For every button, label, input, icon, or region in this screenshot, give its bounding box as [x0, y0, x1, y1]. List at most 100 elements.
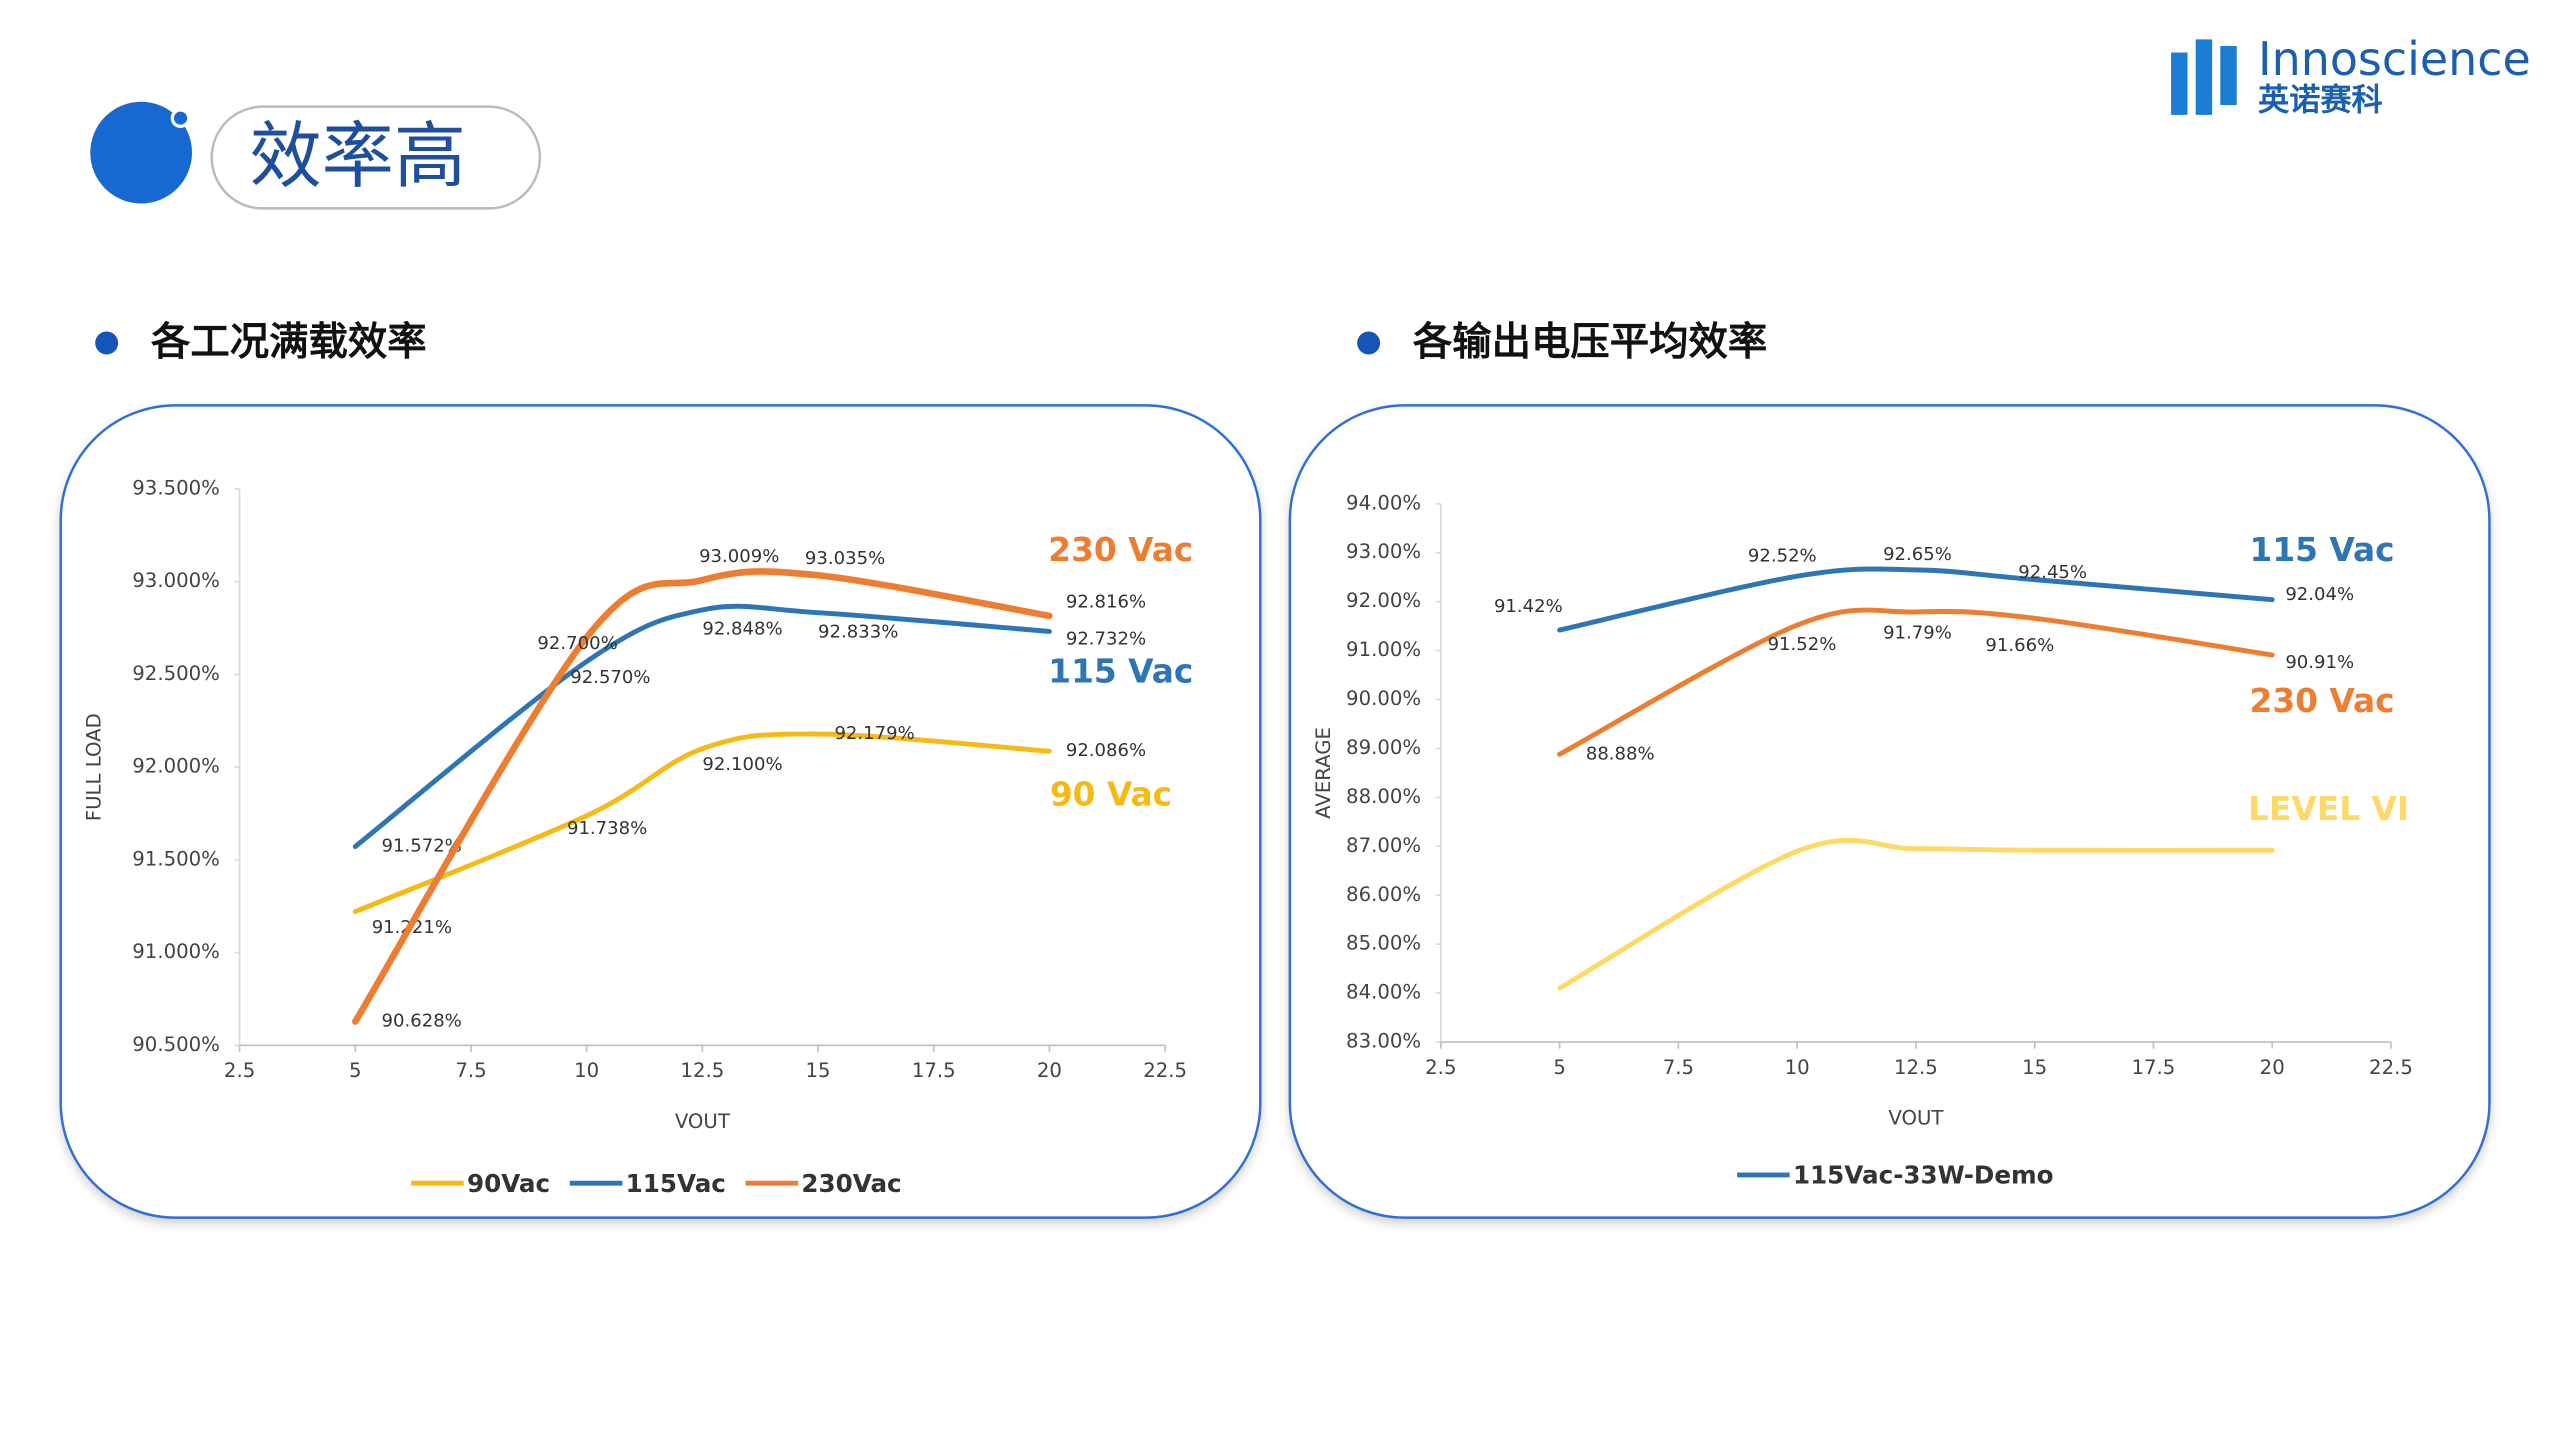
x-axis-title: VOUT — [675, 1110, 731, 1133]
legend: 115Vac-33W-Demo — [1737, 1161, 2054, 1190]
x-tick-label: 17.5 — [912, 1059, 956, 1082]
chart-panel — [1288, 404, 2491, 1219]
y-tick-label: 84.00% — [1346, 981, 1421, 1004]
data-label: 91.52% — [1768, 634, 1837, 655]
x-tick-label: 20 — [2260, 1056, 2285, 1079]
x-tick-label: 17.5 — [2132, 1056, 2176, 1079]
y-tick-label: 89.00% — [1346, 736, 1421, 759]
y-tick-label: 87.00% — [1346, 834, 1421, 857]
page-title: 效率高 — [249, 115, 466, 199]
y-tick-label: 92.500% — [132, 662, 220, 685]
data-label: 93.009% — [699, 546, 779, 567]
heading-bullet — [95, 331, 119, 355]
heading-bullet — [1357, 331, 1381, 355]
logo-subtext: 英诺赛科 — [2258, 83, 2383, 119]
data-label: 92.04% — [2285, 584, 2354, 605]
series-line — [1557, 837, 2275, 991]
series-line — [352, 603, 1052, 850]
x-tick-label: 12.5 — [680, 1059, 724, 1082]
data-label: 92.816% — [1066, 592, 1146, 613]
x-tick-label: 5 — [1553, 1056, 1566, 1079]
data-label: 90.91% — [2285, 652, 2354, 673]
legend-label: 230Vac — [801, 1169, 901, 1198]
y-tick-label: 90.00% — [1346, 687, 1421, 710]
y-tick-label: 93.500% — [132, 477, 220, 500]
legend-label: 90Vac — [467, 1169, 550, 1198]
series-line — [352, 731, 1052, 915]
x-tick-label: 22.5 — [2369, 1056, 2413, 1079]
y-tick-label: 90.500% — [132, 1033, 220, 1056]
series-line — [1557, 607, 2275, 757]
data-label: 92.833% — [818, 621, 898, 642]
data-label: 91.738% — [567, 818, 647, 839]
header-icon — [90, 101, 192, 204]
x-tick-label: 22.5 — [1143, 1059, 1187, 1082]
x-tick-label: 10 — [574, 1059, 599, 1082]
y-tick-label: 85.00% — [1346, 932, 1421, 955]
series-annotation: 230 Vac — [1048, 531, 1193, 569]
series-annotation: LEVEL VI — [2248, 790, 2409, 828]
y-tick-label: 92.00% — [1346, 589, 1421, 612]
data-label: 92.700% — [537, 633, 617, 654]
y-tick-label: 92.000% — [132, 755, 220, 778]
chart-heading: 各输出电压平均效率 — [1413, 319, 1767, 365]
series-annotation: 115 Vac — [2249, 531, 2394, 569]
data-label: 92.732% — [1066, 629, 1146, 650]
series-annotation: 90 Vac — [1050, 775, 1172, 813]
y-tick-label: 83.00% — [1346, 1030, 1421, 1053]
data-label: 93.035% — [805, 548, 885, 569]
x-tick-label: 5 — [349, 1059, 362, 1082]
y-tick-label: 91.00% — [1346, 638, 1421, 661]
y-tick-label: 91.000% — [132, 940, 220, 963]
series-line — [352, 568, 1053, 1025]
y-tick-label: 94.00% — [1346, 491, 1421, 514]
header-icon-dot — [173, 111, 188, 125]
data-label: 92.179% — [834, 723, 914, 744]
logo-text: Innoscience — [2258, 32, 2531, 86]
data-label: 92.65% — [1883, 544, 1952, 565]
title-pill — [210, 105, 542, 210]
data-label: 91.66% — [1985, 635, 2054, 656]
y-tick-label: 88.00% — [1346, 785, 1421, 808]
y-tick-label: 93.00% — [1346, 540, 1421, 563]
data-label: 90.628% — [382, 1011, 462, 1032]
chart-heading: 各工况满载效率 — [151, 319, 427, 365]
x-tick-label: 2.5 — [1425, 1056, 1456, 1079]
data-label: 91.79% — [1883, 622, 1952, 643]
series-annotation: 115 Vac — [1048, 652, 1193, 690]
x-tick-label: 15 — [806, 1059, 831, 1082]
x-tick-label: 7.5 — [455, 1059, 486, 1082]
logo: Innoscience 英诺赛科 — [2171, 32, 2531, 119]
x-tick-label: 15 — [2022, 1056, 2047, 1079]
data-label: 91.42% — [1494, 596, 1563, 617]
data-label: 88.88% — [1586, 743, 1655, 764]
logo-mark — [2171, 52, 2188, 115]
series-line — [1557, 566, 2275, 633]
y-tick-label: 93.000% — [132, 569, 220, 592]
x-tick-label: 12.5 — [1894, 1056, 1938, 1079]
y-tick-label: 91.500% — [132, 847, 220, 870]
x-tick-label: 7.5 — [1663, 1056, 1694, 1079]
y-axis-title: AVERAGE — [1312, 727, 1335, 819]
logo-mark — [2195, 39, 2213, 115]
series-annotation: 230 Vac — [2249, 682, 2394, 720]
legend: 90Vac 115Vac 230Vac — [411, 1169, 902, 1198]
x-axis-title: VOUT — [1888, 1107, 1944, 1130]
logo-mark — [2220, 45, 2237, 106]
data-label: 91.572% — [382, 836, 462, 857]
data-label: 92.086% — [1066, 740, 1146, 761]
legend-label: 115Vac-33W-Demo — [1793, 1161, 2054, 1190]
y-axis-title: FULL LOAD — [83, 713, 106, 821]
data-label: 92.45% — [2018, 562, 2087, 583]
y-tick-label: 86.00% — [1346, 883, 1421, 906]
data-label: 92.570% — [570, 667, 650, 688]
x-tick-label: 10 — [1785, 1056, 1810, 1079]
x-tick-label: 2.5 — [224, 1059, 255, 1082]
x-tick-label: 20 — [1037, 1059, 1062, 1082]
legend-label: 115Vac — [626, 1169, 726, 1198]
data-label: 92.52% — [1748, 546, 1817, 567]
data-label: 92.100% — [702, 754, 782, 775]
data-label: 92.848% — [702, 619, 782, 640]
